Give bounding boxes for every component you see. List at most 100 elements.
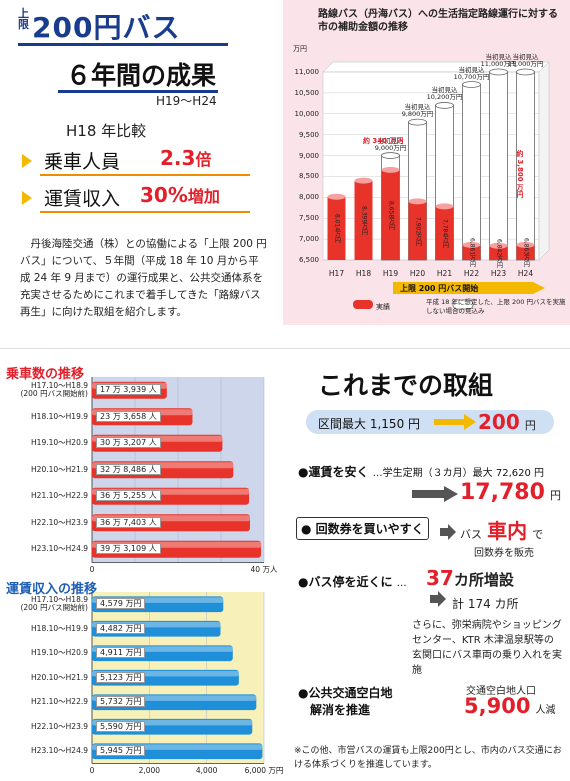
category-label: H22.10〜H23.9: [31, 721, 88, 731]
subsidy-ytick: 7,000: [298, 235, 319, 244]
subsidy-ytick: 9,000: [298, 151, 319, 160]
page-title: 上限 200円バス: [18, 7, 181, 44]
data-label: 39 万 3,109 人: [96, 543, 161, 555]
data-label: 4,482 万円: [96, 622, 146, 634]
fare-range: 区間最大 1,150 円: [318, 417, 421, 431]
actual-bar: [489, 242, 508, 260]
item-stops-value: 37カ所増設: [426, 566, 514, 590]
legend-assumed-label: 平成 18 年に想定した、上限 200 円バスを実施しない場合の見込み: [426, 298, 566, 315]
item-stops: ●バス停を近くに …: [298, 575, 407, 589]
assumed-label: 当初見込 9,800万円: [401, 103, 434, 119]
actual-label: 6,842万円: [495, 238, 503, 269]
x-tick: 0: [89, 765, 95, 775]
category-label: H19.10〜H20.9: [31, 648, 88, 658]
compare-label: H18 年比較: [66, 122, 147, 140]
section-divider: [0, 348, 570, 349]
actual-bar: [354, 177, 373, 260]
data-label: 36 万 5,255 人: [96, 490, 161, 502]
item-ticket-inbus: バス 車内 で: [460, 519, 544, 543]
data-label: 5,123 万円: [96, 671, 146, 683]
data-label: 17 万 3,939 人: [96, 384, 161, 396]
actual-bar: [462, 241, 481, 260]
arrow-right-icon: [434, 414, 476, 430]
stat-value-riders: 2.3倍: [160, 146, 212, 170]
subsidy-ytick: 9,500: [298, 130, 319, 139]
subsidy-xtick: H21: [436, 269, 453, 278]
stat-underline: [40, 211, 250, 213]
actual-bar: [516, 241, 535, 260]
subsidy-xtick: H22: [463, 269, 480, 278]
actual-label: 7,902万円: [414, 216, 422, 246]
subsidy-xtick: H18: [355, 269, 372, 278]
assumed-label: 当初見込 11,000万円: [480, 53, 517, 68]
category-label: H21.10〜H22.9: [31, 697, 88, 707]
subsidy-ytick: 8,000: [298, 193, 319, 202]
data-label: 4,911 万円: [96, 647, 146, 659]
category-label: H22.10〜H23.9: [31, 517, 88, 527]
triangle-marker-icon: [22, 154, 32, 168]
item-gap-value: 5,900 人減: [464, 694, 556, 718]
x-tick: 4,000: [195, 765, 218, 775]
subsidy-xtick: H24: [517, 269, 534, 278]
x-tick: 40 万人: [250, 564, 278, 574]
assumed-label: 当初見込 9,000万円: [374, 136, 407, 152]
stat-value-revenue: 30%増加: [140, 183, 220, 207]
actual-label: 8,658万円: [387, 200, 395, 231]
item-stops-total: 計 174 カ所: [452, 597, 519, 611]
triangle-marker-icon: [22, 191, 32, 205]
actual-bar: [327, 193, 346, 260]
title-underline: [18, 43, 228, 46]
category-label: H17.10〜H18.9 (200 円バス開始前): [20, 595, 88, 613]
data-label: 30 万 3,207 人: [96, 437, 161, 449]
subsidy-ytick: 8,500: [298, 172, 319, 181]
category-label: H20.10〜H21.9: [31, 464, 88, 474]
arrow-right-icon: [440, 524, 456, 540]
assumed-bar: [489, 68, 508, 261]
actual-label: 7,784万円: [441, 219, 449, 249]
item-gap-label: 交通空白地人口: [466, 686, 536, 697]
footnote: ※この他、市営バスの運賃も上限200円とし、市内のバス交通における体系づくりを推…: [294, 746, 562, 770]
category-label: H23.10〜H24.9: [31, 544, 88, 554]
subsidy-ytick: 11,000: [294, 68, 320, 76]
subsidy-y-unit: 万円: [293, 45, 307, 53]
x-tick: 2,000: [138, 765, 161, 775]
data-label: 23 万 3,658 人: [96, 410, 161, 422]
fare-to: 200 円: [478, 410, 536, 434]
category-label: H17.10〜H18.9 (200 円バス開始前): [20, 381, 88, 399]
data-label: 5,945 万円: [96, 745, 146, 757]
diff-label: 約 3,800 万円: [516, 150, 524, 199]
category-label: H21.10〜H22.9: [31, 491, 88, 501]
item-ticket: ● 回数券を買いやすく: [296, 517, 429, 540]
data-label: 5,732 万円: [96, 696, 146, 708]
subsidy-xtick: H23: [490, 269, 507, 278]
start-label: 上限 200 円バス開始: [400, 284, 479, 293]
actual-label: 6,861万円: [468, 238, 476, 268]
data-label: 32 万 8,486 人: [96, 463, 161, 475]
category-label: H18.10〜H19.9: [31, 411, 88, 421]
category-label: H19.10〜H20.9: [31, 438, 88, 448]
legend-actual-label: 実績: [376, 303, 390, 311]
data-label: 4,579 万円: [96, 598, 146, 610]
category-label: H18.10〜H19.9: [31, 623, 88, 633]
x-tick: 0: [89, 564, 95, 574]
actual-label: 8,399万円: [360, 206, 368, 236]
data-label: 36 万 7,403 人: [96, 516, 161, 528]
subsidy-ytick: 7,500: [298, 214, 319, 223]
subsidy-xtick: H19: [382, 269, 399, 278]
legend-assumed-swatch: [452, 299, 474, 310]
subsidy-chart-title: 路線バス（丹海バス）への生活指定路線運行に対する市の補助金額の推移: [318, 9, 558, 33]
assumed-label: 当初見込 10,200万円: [426, 86, 463, 102]
efforts-title: これまでの取組: [318, 371, 494, 400]
subsidy-xtick: H20: [409, 269, 426, 278]
category-label: H20.10〜H21.9: [31, 672, 88, 682]
legend-actual-swatch: [353, 300, 373, 309]
revenue-chart-title: 運賃収入の推移: [6, 582, 98, 597]
subsidy-ytick: 10,500: [294, 88, 320, 97]
actual-label: 6,863万円: [522, 238, 530, 268]
item-stops-text: さらに、弥栄病院やショッピングセンター、KTR 木津温泉駅等の玄関口にバス車両の…: [412, 620, 562, 676]
x-tick: 6,000 万円: [244, 765, 284, 775]
assumed-label: 当初見込 11,000万円: [507, 53, 544, 68]
subsidy-xtick: H17: [328, 269, 345, 278]
subsidy-ytick: 6,500: [298, 256, 319, 264]
item-gap: ●公共交通空白地 解消を推進: [298, 686, 393, 717]
